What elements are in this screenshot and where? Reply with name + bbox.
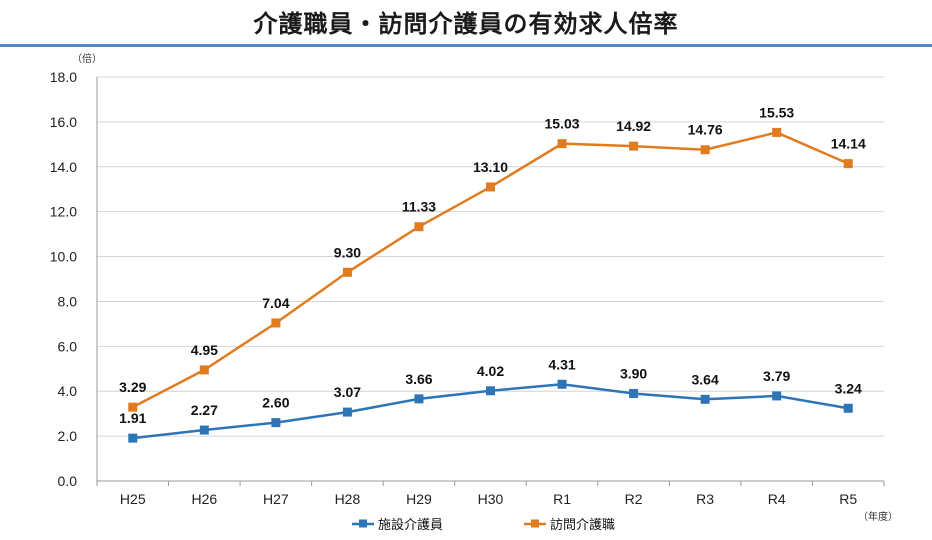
data-label: 14.14 — [831, 136, 866, 152]
x-tick-label: H27 — [263, 491, 289, 507]
x-axis-unit-label: （年度） — [858, 510, 898, 523]
data-label: 11.33 — [402, 199, 436, 215]
data-label: 4.02 — [477, 363, 504, 379]
y-tick-label: 4.0 — [58, 383, 78, 399]
data-point-marker — [557, 379, 567, 389]
y-tick-labels: 0.0 2.0 4.0 6.0 8.0 10.0 12.0 14.0 16.0 18.0 — [50, 69, 77, 489]
data-point-marker — [199, 425, 209, 435]
y-axis-unit-label: （倍） — [72, 52, 102, 65]
y-tick-label: 6.0 — [58, 338, 78, 354]
data-label: 1.91 — [119, 410, 146, 426]
x-tick-label: R3 — [696, 491, 714, 507]
data-label: 2.60 — [262, 395, 289, 411]
data-point-marker — [486, 386, 495, 396]
data-label: 14.76 — [688, 122, 723, 138]
data-point-marker — [629, 141, 639, 151]
x-tick-labels: H25 H26 H27 H28 H29 H30 R1 R2 R3 R4 R5 — [120, 491, 857, 507]
data-point-marker — [486, 182, 495, 192]
data-point-marker — [414, 222, 424, 232]
data-label: 14.92 — [616, 118, 651, 134]
data-label: 15.53 — [759, 104, 794, 120]
data-point-marker — [199, 365, 209, 375]
y-tick-label: 0.0 — [58, 473, 78, 489]
gridlines — [97, 76, 884, 482]
data-label: 3.66 — [405, 371, 432, 387]
data-label: 3.90 — [620, 365, 647, 381]
data-label: 7.04 — [262, 295, 289, 311]
data-label: 3.07 — [334, 384, 361, 400]
data-label: 2.27 — [191, 402, 218, 418]
data-point-marker — [414, 394, 424, 404]
x-tick-label: H28 — [335, 491, 361, 507]
x-tick-label: H30 — [478, 491, 504, 507]
y-tick-label: 2.0 — [58, 428, 78, 444]
data-label: 9.30 — [334, 244, 361, 260]
legend-marker-swatch — [359, 519, 367, 528]
title-underline — [0, 44, 932, 47]
data-point-marker — [342, 407, 352, 417]
y-tick-label: 16.0 — [50, 114, 77, 130]
data-point-marker — [557, 139, 567, 149]
data-point-marker — [700, 145, 710, 155]
data-point-marker — [772, 391, 782, 401]
data-label: 13.10 — [473, 159, 508, 175]
data-label: 3.24 — [835, 380, 862, 396]
data-point-marker — [843, 159, 853, 169]
data-label: 4.95 — [191, 342, 218, 358]
x-tick-label: R1 — [553, 491, 571, 507]
x-tick-label: R2 — [625, 491, 643, 507]
data-point-marker — [772, 127, 782, 137]
x-tick-label: R5 — [839, 491, 857, 507]
data-point-marker — [342, 267, 352, 277]
data-label: 3.64 — [692, 371, 719, 387]
legend-marker-swatch — [531, 519, 539, 528]
x-tick-label: H29 — [406, 491, 432, 507]
data-label: 3.29 — [119, 379, 146, 395]
data-point-marker — [843, 403, 853, 413]
data-point-marker — [629, 388, 639, 398]
data-label: 3.79 — [763, 368, 790, 384]
data-point-marker — [128, 402, 138, 412]
x-tick-label: H26 — [191, 491, 217, 507]
x-tick-label: R4 — [768, 491, 786, 507]
data-label: 4.31 — [548, 356, 575, 372]
legend-label: 施設介護員 — [378, 517, 443, 533]
y-tick-label: 18.0 — [50, 69, 77, 85]
chart-title: 介護職員・訪問介護員の有効求人倍率 — [253, 10, 679, 38]
series-group: 1.91 2.27 2.60 3.07 3.66 4.02 4.31 3.90 3.64 3.79… — [119, 104, 866, 443]
data-point-marker — [271, 418, 281, 428]
legend-label: 訪問介護職 — [550, 517, 615, 533]
x-tick-label: H25 — [120, 491, 146, 507]
axes — [96, 77, 885, 486]
legend: 施設介護員 訪問介護職 — [352, 517, 615, 533]
y-tick-label: 10.0 — [50, 249, 77, 265]
data-label: 15.03 — [545, 116, 580, 132]
data-point-marker — [271, 318, 281, 328]
y-tick-label: 12.0 — [50, 204, 77, 220]
data-point-marker — [700, 394, 710, 404]
y-tick-label: 8.0 — [58, 293, 78, 309]
y-tick-label: 14.0 — [50, 159, 77, 175]
data-point-marker — [128, 433, 138, 443]
